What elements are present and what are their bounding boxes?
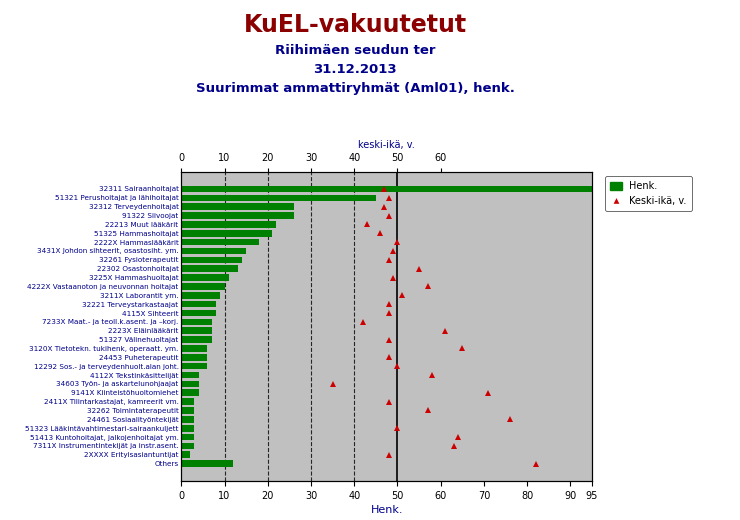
Bar	[181, 256, 242, 263]
Bar	[181, 248, 246, 254]
Bar	[181, 212, 294, 219]
Bar	[181, 407, 195, 414]
Bar	[181, 434, 195, 440]
Bar	[181, 186, 592, 192]
Bar	[181, 328, 212, 334]
Bar	[181, 354, 207, 361]
Bar	[181, 301, 216, 307]
Bar	[181, 274, 229, 281]
Bar	[181, 230, 272, 237]
Bar	[181, 460, 233, 467]
Bar	[181, 345, 207, 352]
Bar	[181, 239, 259, 245]
Bar	[181, 319, 212, 325]
Bar	[181, 265, 238, 272]
Text: Suurimmat ammattiryhmät (Aml01), henk.: Suurimmat ammattiryhmät (Aml01), henk.	[196, 82, 514, 95]
Text: Riihimäen seudun ter: Riihimäen seudun ter	[275, 44, 435, 57]
Bar	[181, 443, 195, 449]
Bar	[181, 389, 198, 396]
Bar	[181, 336, 212, 343]
Bar	[181, 194, 376, 201]
Text: KuEL-vakuutetut: KuEL-vakuutetut	[243, 13, 467, 37]
Bar	[181, 292, 221, 298]
Bar	[181, 398, 195, 405]
Bar	[181, 451, 190, 458]
X-axis label: Henk.: Henk.	[371, 505, 403, 515]
Bar	[181, 203, 294, 210]
Bar	[181, 310, 216, 316]
Bar	[181, 363, 207, 370]
Bar	[181, 283, 224, 290]
Legend: Henk., Keski-ikä, v.: Henk., Keski-ikä, v.	[605, 176, 692, 211]
Bar	[181, 416, 195, 423]
Bar	[181, 221, 277, 228]
Bar	[181, 372, 198, 379]
Text: 31.12.2013: 31.12.2013	[313, 63, 397, 76]
Bar	[181, 381, 198, 387]
Bar	[181, 425, 195, 432]
X-axis label: keski-ikä, v.: keski-ikä, v.	[358, 140, 415, 150]
